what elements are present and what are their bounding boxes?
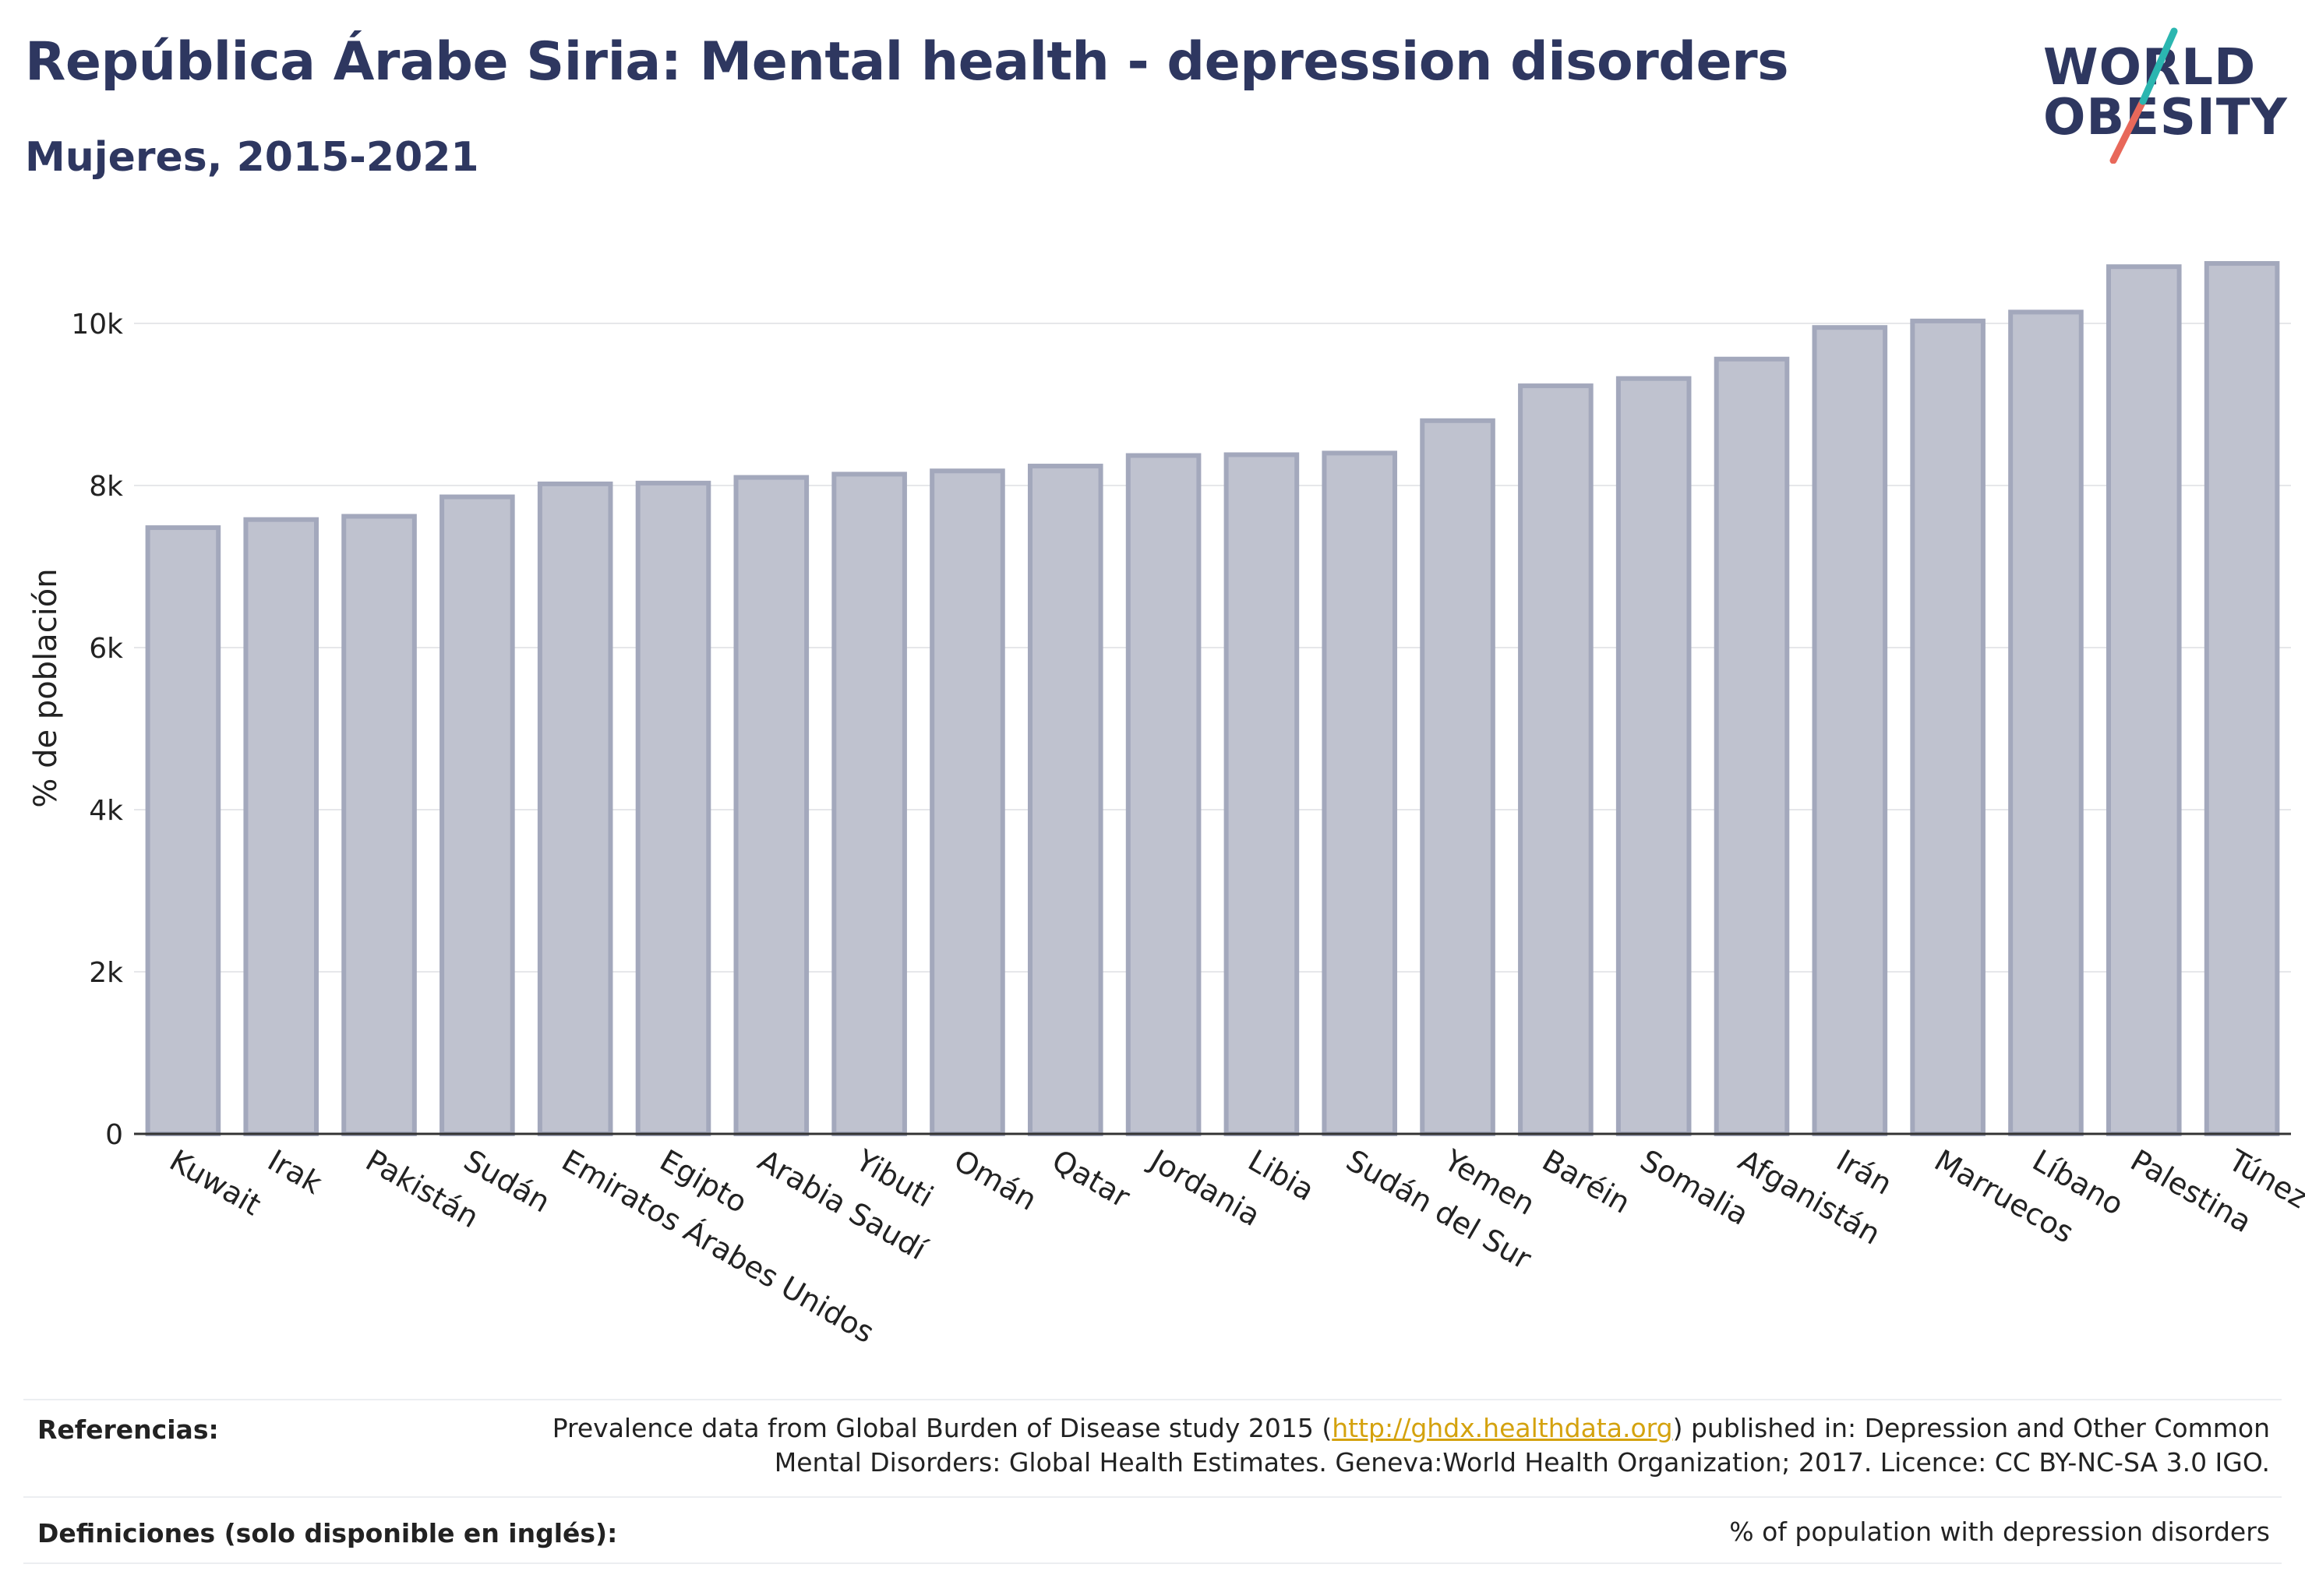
references-label: Referencias:	[37, 1414, 219, 1445]
references-text-pre: Prevalence data from Global Burden of Di…	[552, 1413, 1333, 1443]
bar	[1223, 452, 1300, 1137]
bar	[635, 480, 711, 1136]
y-tick-label: 6k	[89, 633, 123, 665]
world-obesity-logo[interactable]: WORLD OBESITY	[2026, 23, 2287, 164]
footer-divider-middle	[23, 1496, 2282, 1498]
bar	[1910, 318, 1986, 1136]
bar	[2204, 261, 2280, 1136]
x-tick-label: Qatar	[1047, 1143, 1136, 1215]
x-tick-label: Arabia Saudí	[752, 1143, 933, 1267]
bar	[439, 494, 515, 1136]
x-tick-label: Irán	[1830, 1143, 1897, 1202]
bar	[2008, 309, 2084, 1137]
references-text-line2: Mental Disorders: Global Health Estimate…	[774, 1447, 2270, 1478]
x-tick-label: Pakistán	[360, 1143, 485, 1235]
x-tick-label: Somalia	[1635, 1143, 1755, 1232]
bar	[243, 517, 319, 1136]
references-row: Referencias: Prevalence data from Global…	[23, 1411, 2282, 1492]
chart-title: República Árabe Siria: Mental health - d…	[25, 31, 1789, 93]
bar	[1812, 325, 1888, 1137]
bar	[831, 471, 907, 1136]
bar	[1518, 383, 1594, 1136]
x-tick-label: Baréin	[1537, 1143, 1636, 1220]
footer-divider-top	[23, 1399, 2282, 1400]
bar	[2106, 264, 2182, 1137]
definitions-row: Definiciones (solo disponible en inglés)…	[23, 1517, 2282, 1557]
definitions-text: % of population with depression disorder…	[1729, 1517, 2270, 1547]
bar	[341, 514, 417, 1136]
references-text-post: ) published in: Depression and Other Com…	[1672, 1413, 2270, 1443]
y-tick-label: 2k	[89, 957, 123, 989]
logo-line-2: OBESITY	[2043, 89, 2288, 147]
bar	[537, 481, 613, 1137]
definitions-label: Definiciones (solo disponible en inglés)…	[37, 1518, 618, 1548]
footer-divider-bottom	[23, 1562, 2282, 1564]
bar	[930, 468, 1005, 1136]
y-tick-label: 8k	[89, 471, 123, 503]
y-tick-label: 0	[105, 1119, 123, 1151]
x-tick-label: Kuwait	[164, 1143, 267, 1223]
chart-subtitle: Mujeres, 2015-2021	[25, 134, 479, 181]
x-tick-label: Omán	[948, 1143, 1043, 1217]
references-link[interactable]: http://ghdx.healthdata.org	[1332, 1413, 1673, 1443]
logo-slash-icon	[2109, 27, 2178, 164]
bar	[1322, 450, 1398, 1136]
y-axis-label: % de población	[28, 568, 64, 807]
bar	[1714, 356, 1790, 1136]
bar	[1027, 464, 1103, 1137]
bar	[1615, 376, 1692, 1137]
x-tick-label: Irak	[262, 1143, 327, 1201]
bar	[733, 475, 810, 1137]
bar	[1420, 418, 1495, 1136]
bar	[1125, 453, 1202, 1136]
references-text: Prevalence data from Global Burden of Di…	[552, 1411, 2270, 1480]
y-tick-label: 4k	[89, 795, 123, 827]
bar	[145, 525, 221, 1136]
x-tick-label: Jordania	[1143, 1142, 1266, 1233]
y-tick-label: 10k	[71, 309, 123, 341]
